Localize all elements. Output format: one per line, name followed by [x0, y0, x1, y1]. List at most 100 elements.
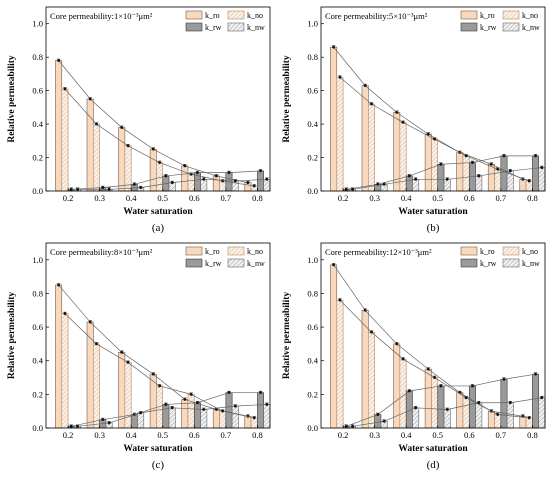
data-point-krw-0 [344, 187, 348, 191]
data-point-kno-2 [126, 361, 130, 364]
bar-kno-6 [525, 180, 533, 192]
legend-swatch-knw [227, 258, 245, 268]
data-point-krw-4 [471, 384, 474, 388]
bar-knw-3 [443, 409, 451, 429]
data-point-kno-3 [433, 376, 436, 379]
data-point-krw-0 [69, 187, 73, 191]
data-point-knw-0 [76, 187, 79, 191]
legend-label-knw: k_nw [247, 259, 265, 268]
x-tick-label-3: 0.5 [157, 193, 168, 203]
bar-krw-5 [500, 378, 508, 429]
y-axis-label: Relative permeability [7, 55, 17, 143]
bar-kno-1 [368, 103, 375, 192]
x-tick-label-2: 0.4 [126, 430, 137, 440]
x-tick-label-4: 0.6 [189, 430, 200, 440]
x-axis-label: Water saturation [123, 207, 193, 217]
data-point-krw-5 [227, 171, 231, 175]
bar-knw-4 [475, 402, 483, 429]
data-point-kno-6 [252, 416, 256, 420]
bar-kro-3 [149, 148, 157, 192]
data-point-kro-0 [57, 283, 61, 287]
data-point-kro-3 [426, 367, 430, 371]
data-point-kro-1 [88, 320, 92, 324]
x-tick-label-1: 0.3 [369, 430, 380, 440]
bar-kro-3 [149, 373, 157, 429]
panel-label: (b) [427, 222, 440, 234]
permeability-annotation: Core permeability:1×10⁻³μm² [50, 11, 153, 21]
y-tick-label-3: 0.6 [307, 86, 318, 96]
data-point-kro-0 [332, 263, 336, 267]
data-point-knw-2 [139, 186, 143, 190]
bar-kno-1 [93, 343, 100, 429]
data-point-knw-6 [540, 166, 544, 169]
data-point-krw-3 [439, 384, 443, 388]
data-point-kno-4 [464, 396, 468, 400]
bar-krw-3 [162, 404, 170, 429]
bar-kro-0 [55, 284, 63, 429]
data-point-knw-3 [445, 177, 449, 181]
plot-frame [320, 6, 546, 192]
x-axis-label: Water saturation [398, 444, 468, 454]
chart-svg-a: 0.0 0.2 0.4 0.6 0.8 1.0 0.2 0.3 0.4 0.5 0.6 0.7 0.8 W… [7, 6, 271, 234]
bar-kno-2 [399, 358, 407, 429]
data-point-kro-1 [363, 308, 367, 312]
y-tick-label-5: 1.0 [307, 255, 318, 265]
y-tick-label-1: 0.2 [32, 389, 43, 399]
y-tick-label-3: 0.6 [32, 322, 43, 332]
data-point-kro-2 [395, 342, 399, 346]
bar-krw-1 [374, 414, 382, 429]
y-axis-label: Relative permeability [282, 55, 292, 143]
chart-panel-a: 0.0 0.2 0.4 0.6 0.8 1.0 0.2 0.3 0.4 0.5 0.6 0.7 0.8 W… [0, 0, 275, 236]
data-point-kno-1 [95, 342, 98, 346]
bar-kno-6 [525, 417, 533, 429]
bar-krw-6 [257, 170, 264, 192]
data-point-kno-1 [95, 122, 98, 126]
panel-label: (d) [427, 459, 440, 471]
data-point-kno-6 [527, 179, 531, 183]
data-point-krw-6 [259, 169, 262, 173]
legend-label-knw: k_nw [522, 259, 540, 268]
legend-label-knw: k_nw [522, 23, 540, 32]
bar-kro-5 [487, 163, 495, 192]
bar-kro-0 [330, 264, 338, 429]
bar-knw-2 [412, 407, 420, 429]
chart-svg-b: 0.0 0.2 0.4 0.6 0.8 1.0 0.2 0.3 0.4 0.5 0.6 0.7 0.8 W… [282, 6, 546, 234]
data-point-kno-4 [464, 154, 468, 158]
data-point-knw-0 [351, 424, 354, 428]
legend-label-krw: k_rw [480, 23, 497, 32]
x-tick-label-1: 0.3 [94, 430, 105, 440]
bar-kno-4 [187, 173, 195, 192]
y-tick-label-4: 0.8 [32, 288, 43, 298]
x-axis-label: Water saturation [398, 207, 468, 217]
legend-label-krw: k_rw [205, 23, 222, 32]
y-tick-label-4: 0.8 [307, 52, 318, 62]
data-point-kno-3 [158, 161, 161, 164]
data-point-knw-2 [414, 177, 418, 181]
y-tick-label-3: 0.6 [307, 322, 318, 332]
data-point-krw-3 [439, 162, 443, 166]
data-point-krw-4 [196, 401, 199, 405]
bar-kro-5 [212, 175, 220, 192]
bar-kno-0 [61, 88, 69, 192]
data-point-kro-0 [57, 59, 61, 62]
bar-kro-1 [86, 98, 94, 192]
bar-knw-4 [200, 409, 208, 429]
data-point-kro-2 [120, 350, 124, 354]
legend-label-knw: k_nw [247, 23, 265, 32]
bar-kro-3 [424, 368, 432, 429]
data-point-knw-3 [170, 181, 174, 185]
data-point-kno-5 [221, 409, 225, 413]
y-tick-label-2: 0.4 [307, 356, 318, 366]
data-point-knw-1 [382, 182, 386, 186]
y-tick-label-2: 0.4 [32, 356, 43, 366]
data-point-kno-0 [338, 298, 342, 302]
bar-knw-2 [137, 412, 145, 429]
data-point-knw-2 [139, 411, 143, 415]
data-point-krw-6 [259, 391, 262, 395]
bar-kno-5 [494, 414, 502, 429]
data-point-knw-1 [382, 419, 386, 423]
legend-swatch-knw [227, 22, 245, 32]
legend-swatch-krw [185, 258, 203, 268]
data-point-krw-0 [344, 424, 348, 428]
data-point-knw-1 [107, 421, 111, 425]
